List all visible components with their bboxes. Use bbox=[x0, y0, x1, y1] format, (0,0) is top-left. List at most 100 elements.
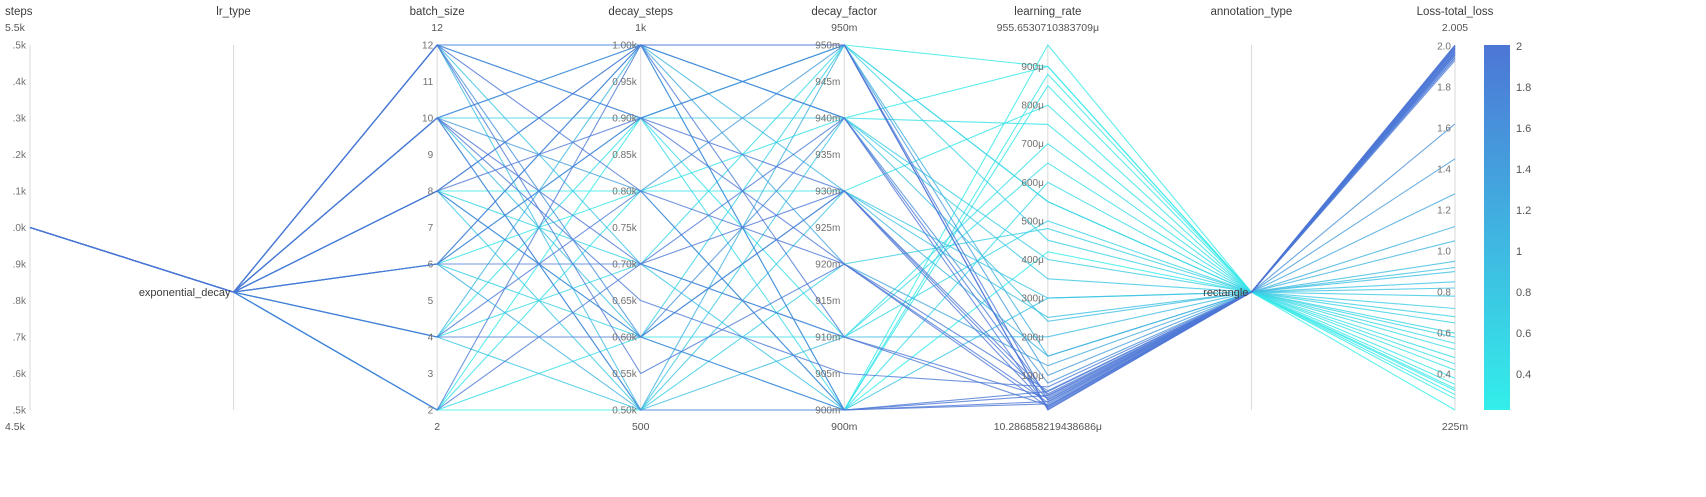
run-line bbox=[29, 44, 1456, 407]
axis-tick-label: 1.00k bbox=[612, 41, 637, 52]
run-line bbox=[29, 44, 1456, 407]
axis-tick-label: 0.85k bbox=[612, 150, 637, 161]
axis-tick-label: 945m bbox=[815, 77, 840, 88]
axis-tick-label: 0.60k bbox=[612, 333, 637, 344]
run-line bbox=[29, 44, 1456, 411]
axis-tick-label: 1.2 bbox=[1437, 206, 1451, 217]
axis-tick-label: 5 bbox=[428, 296, 434, 307]
axis-tick-label: 100μ bbox=[1021, 371, 1044, 382]
axis-tick-label: 0.80k bbox=[612, 187, 637, 198]
axis-tick-label: .2k bbox=[13, 150, 27, 161]
axis-tick-label: 10 bbox=[422, 114, 434, 125]
run-line bbox=[29, 54, 1456, 404]
axis-tick-label: 7 bbox=[428, 223, 434, 234]
colorbar-tick-label: 2 bbox=[1516, 41, 1522, 53]
run-line bbox=[29, 49, 1456, 411]
colorbar: 2 1.8 1.6 1.4 1.2 1 0.8 0.6 0.4 bbox=[1484, 41, 1531, 410]
axis-tick-label: 500μ bbox=[1021, 216, 1044, 227]
axis-max-label: 1k bbox=[635, 22, 647, 34]
axis-tick-label: .9k bbox=[13, 260, 27, 271]
axis-title-lr_type: lr_type bbox=[216, 6, 251, 18]
axis-tick-label: 0.70k bbox=[612, 260, 637, 271]
axis-tick-label: 800μ bbox=[1021, 101, 1044, 112]
category-label: rectangle bbox=[1203, 287, 1248, 299]
axis-tick-label: 200μ bbox=[1021, 332, 1044, 343]
run-line bbox=[29, 54, 1456, 411]
colorbar-tick-label: 1.8 bbox=[1516, 82, 1531, 94]
axis-tick-label: 300μ bbox=[1021, 294, 1044, 305]
axis-tick-label: .0k bbox=[13, 223, 27, 234]
axis-title-decay_steps: decay_steps bbox=[608, 6, 673, 18]
axis-tick-label: 900m bbox=[815, 406, 840, 417]
axis-tick-label: 900μ bbox=[1021, 62, 1044, 73]
run-line bbox=[29, 44, 1456, 357]
run-line bbox=[29, 60, 1456, 388]
axis-max-label: 955.6530710383709μ bbox=[997, 22, 1099, 34]
axis-tick-label: 0.6 bbox=[1437, 329, 1451, 340]
axis-tick-label: .6k bbox=[13, 369, 27, 380]
axis-tick-label: 1.4 bbox=[1437, 165, 1451, 176]
category-label: exponential_decay bbox=[139, 287, 231, 299]
colorbar-tick-label: 1 bbox=[1516, 246, 1522, 258]
axis-tick-label: 0.4 bbox=[1437, 370, 1451, 381]
axis-tick-label: 1.0 bbox=[1437, 247, 1451, 258]
colorbar-tick-label: 0.8 bbox=[1516, 287, 1531, 299]
axis-tick-label: 2.0 bbox=[1437, 42, 1451, 53]
axis-title-batch_size: batch_size bbox=[410, 6, 465, 18]
axis-tick-label: 700μ bbox=[1021, 139, 1044, 150]
run-line bbox=[29, 44, 1456, 367]
run-line bbox=[29, 73, 1456, 411]
axis-tick-label: .7k bbox=[13, 333, 27, 344]
axis-tick-label: 4 bbox=[428, 333, 434, 344]
colorbar-tick-label: 0.6 bbox=[1516, 328, 1531, 340]
axis-tick-label: 0.65k bbox=[612, 296, 637, 307]
axis-tick-label: 6 bbox=[428, 260, 434, 271]
axis-tick-label: 8 bbox=[428, 187, 434, 198]
axis-max-label: 950m bbox=[831, 22, 858, 34]
axis-tick-label: 915m bbox=[815, 296, 840, 307]
colorbar-tick-label: 1.2 bbox=[1516, 205, 1531, 217]
labels-layer: steps5.5k4.5k.5k.4k.3k.2k.1k.0k.9k.8k.7k… bbox=[5, 6, 1494, 433]
axis-tick-label: 0.95k bbox=[612, 77, 637, 88]
axis-tick-label: .4k bbox=[13, 77, 27, 88]
axis-min-label: 900m bbox=[831, 421, 858, 433]
axis-tick-label: .5k bbox=[13, 406, 27, 417]
run-line bbox=[29, 44, 1456, 377]
axis-min-label: 2 bbox=[434, 421, 440, 433]
axis-tick-label: 2 bbox=[428, 406, 434, 417]
axis-tick-label: .1k bbox=[13, 187, 27, 198]
run-line bbox=[29, 51, 1456, 411]
axis-tick-label: 950m bbox=[815, 41, 840, 52]
runs-layer bbox=[29, 43, 1456, 412]
axis-tick-label: 920m bbox=[815, 260, 840, 271]
axis-tick-label: 930m bbox=[815, 187, 840, 198]
run-line bbox=[29, 44, 1456, 401]
colorbar-tick-label: 0.4 bbox=[1516, 369, 1531, 381]
axis-tick-label: .3k bbox=[13, 114, 27, 125]
run-line bbox=[29, 48, 1456, 399]
run-line bbox=[29, 44, 1456, 391]
axis-min-label: 500 bbox=[632, 421, 650, 433]
axis-title-steps: steps bbox=[5, 6, 33, 18]
axis-tick-label: 9 bbox=[428, 150, 434, 161]
axis-tick-label: 940m bbox=[815, 114, 840, 125]
axis-min-label: 4.5k bbox=[5, 421, 26, 433]
axis-min-label: 225m bbox=[1442, 421, 1469, 433]
axis-title-learning_rate: learning_rate bbox=[1014, 6, 1081, 18]
axis-tick-label: 1.8 bbox=[1437, 83, 1451, 94]
axis-tick-label: 935m bbox=[815, 150, 840, 161]
colorbar-tick-label: 1.6 bbox=[1516, 123, 1531, 135]
axis-tick-label: 910m bbox=[815, 333, 840, 344]
run-line bbox=[29, 51, 1456, 395]
axis-tick-label: 905m bbox=[815, 369, 840, 380]
axis-max-label: 5.5k bbox=[5, 22, 26, 34]
axis-tick-label: 0.55k bbox=[612, 369, 637, 380]
axis-tick-label: 11 bbox=[423, 77, 434, 88]
colorbar-gradient bbox=[1484, 45, 1510, 410]
colorbar-tick-label: 1.4 bbox=[1516, 164, 1531, 176]
axis-title-decay_factor: decay_factor bbox=[811, 6, 877, 18]
axis-tick-label: 1.6 bbox=[1437, 124, 1451, 135]
axis-max-label: 12 bbox=[431, 22, 443, 34]
